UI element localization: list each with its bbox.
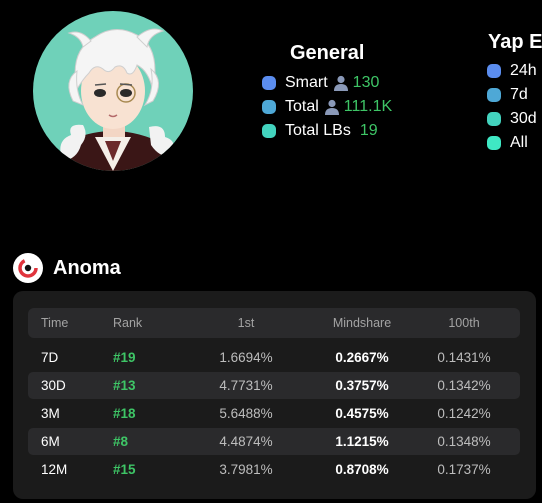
row-mindshare: 0.4575%: [335, 406, 389, 421]
yap-item[interactable]: 7d: [487, 85, 528, 105]
row-first: 3.7981%: [219, 462, 273, 477]
yap-item-label: 24h: [510, 62, 537, 79]
row-rank: #18: [113, 406, 136, 421]
row-mindshare: 0.3757%: [335, 378, 389, 393]
header-first[interactable]: 1st: [237, 316, 255, 330]
general-item-value: 130: [352, 74, 380, 91]
row-first: 5.6488%: [219, 406, 273, 421]
row-mindshare: 0.2667%: [335, 350, 389, 365]
row-time: 12M: [41, 462, 68, 477]
general-item: Smart 130: [262, 73, 379, 93]
general-item-label: Smart: [285, 74, 328, 91]
row-time: 7D: [41, 350, 59, 365]
yap-item-label: 30d: [510, 110, 537, 127]
row-rank: #19: [113, 350, 136, 365]
general-item-value: 111.1K: [343, 98, 393, 115]
anime-character-illustration: [53, 28, 175, 171]
yap-item-label: 7d: [510, 86, 528, 103]
legend-dot: [487, 64, 501, 78]
general-item: Total 111.1K: [262, 97, 392, 117]
row-mindshare: 0.8708%: [335, 462, 389, 477]
project-name: Anoma: [53, 256, 121, 279]
table-row: 12M #15 3.7981% 0.8708% 0.1737%: [28, 456, 520, 483]
row-hundredth: 0.1242%: [437, 406, 491, 421]
general-item: Total LBs 19: [262, 121, 378, 141]
row-mindshare: 1.1215%: [335, 434, 389, 449]
legend-dot: [487, 136, 501, 150]
person-icon: [324, 99, 339, 115]
yap-item[interactable]: 24h: [487, 61, 537, 81]
row-rank: #13: [113, 378, 136, 393]
legend-dot: [262, 124, 276, 138]
header-time[interactable]: Time: [41, 316, 69, 330]
legend-dot: [262, 76, 276, 90]
table-row: 7D #19 1.6694% 0.2667% 0.1431%: [28, 344, 520, 371]
general-item-label: Total LBs: [285, 122, 351, 139]
table-row: 6M #8 4.4874% 1.1215% 0.1348%: [28, 428, 520, 455]
row-hundredth: 0.1737%: [437, 462, 491, 477]
row-rank: #8: [113, 434, 129, 449]
mindshare-table: Time Rank 1st Mindshare 100th 7D #19 1.669…: [13, 291, 536, 499]
table-row: 30D #13 4.7731% 0.3757% 0.1342%: [28, 372, 520, 399]
legend-dot: [487, 112, 501, 126]
row-time: 3M: [41, 406, 60, 421]
yap-item[interactable]: 30d: [487, 109, 537, 129]
anoma-logo-icon: [13, 253, 43, 283]
row-hundredth: 0.1431%: [437, 350, 491, 365]
row-rank: #15: [113, 462, 136, 477]
row-time: 6M: [41, 434, 60, 449]
yap-item[interactable]: All: [487, 133, 528, 153]
header-rank[interactable]: Rank: [113, 316, 143, 330]
legend-dot: [262, 100, 276, 114]
general-title: General: [290, 42, 365, 64]
table-row: 3M #18 5.6488% 0.4575% 0.1242%: [28, 400, 520, 427]
general-item-label: Total: [285, 98, 319, 115]
header-mindshare[interactable]: Mindshare: [332, 316, 392, 330]
row-first: 1.6694%: [219, 350, 273, 365]
row-first: 4.7731%: [219, 378, 273, 393]
project-header: Anoma: [13, 252, 121, 284]
person-icon: [333, 75, 348, 91]
row-first: 4.4874%: [219, 434, 273, 449]
row-time: 30D: [41, 378, 66, 393]
general-item-value: 19: [359, 122, 378, 139]
table-header: Time Rank 1st Mindshare 100th: [28, 308, 520, 338]
row-hundredth: 0.1348%: [437, 434, 491, 449]
yap-item-label: All: [510, 134, 528, 151]
header-hundredth[interactable]: 100th: [448, 316, 480, 330]
profile-avatar: [33, 11, 193, 171]
yap-title: Yap E: [488, 31, 542, 53]
legend-dot: [487, 88, 501, 102]
row-hundredth: 0.1342%: [437, 378, 491, 393]
